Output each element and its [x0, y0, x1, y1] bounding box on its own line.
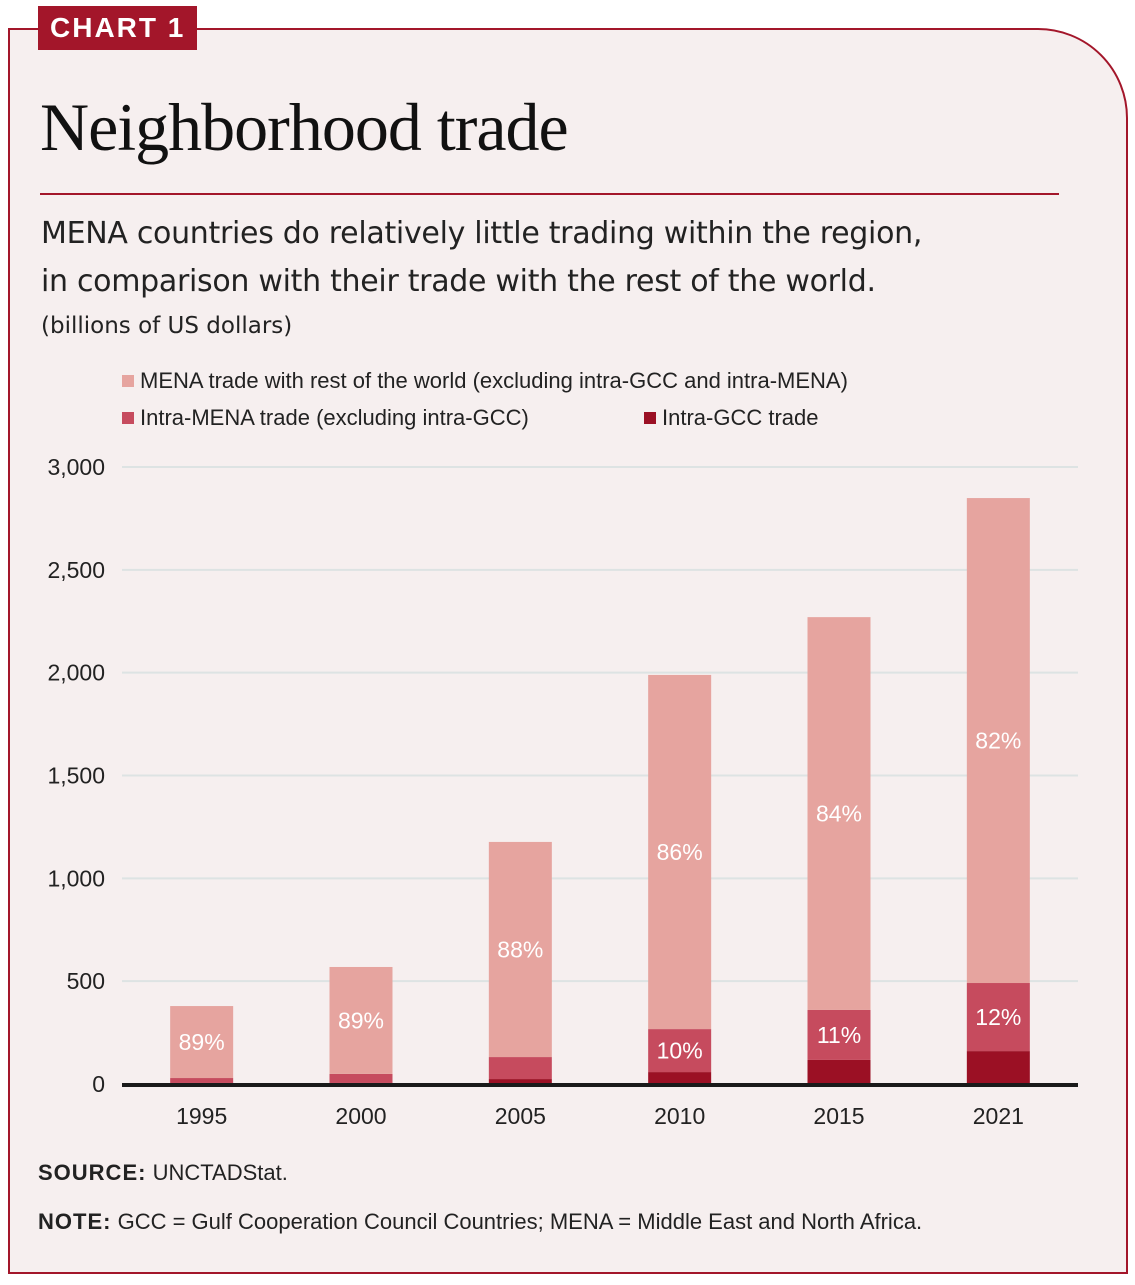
source-line: SOURCE: UNCTADStat.: [38, 1160, 288, 1186]
bar-segment: [648, 674, 712, 1030]
y-tick-label: 0: [92, 1071, 105, 1097]
data-label: 89%: [179, 1029, 225, 1055]
bar-segment: [648, 1029, 712, 1073]
bar-segment: [807, 617, 871, 1010]
bar-segment: [648, 1072, 712, 1084]
subtitle-line-2: in comparison with their trade with the …: [41, 264, 876, 299]
legend-label: Intra-MENA trade (excluding intra-GCC): [140, 405, 529, 430]
data-label: 10%: [657, 1038, 703, 1064]
y-tick-label: 2,000: [47, 660, 105, 686]
unit-label: (billions of US dollars): [41, 313, 293, 339]
bar-segment: [488, 1057, 552, 1080]
bar-segment: [170, 1078, 234, 1083]
bar-segment: [966, 1051, 1030, 1084]
bar-segment: [488, 841, 552, 1058]
legend-item-intra-gcc: Intra-GCC trade: [644, 405, 819, 431]
note-line: NOTE: GCC = Gulf Cooperation Council Cou…: [38, 1209, 922, 1235]
chart-badge: CHART 1: [38, 6, 198, 50]
y-tick-label: 1,000: [47, 865, 105, 891]
bar-segment: [329, 966, 393, 1074]
x-tick-label: 2021: [973, 1103, 1024, 1129]
source-label: SOURCE:: [38, 1160, 147, 1185]
data-label: 88%: [497, 936, 543, 962]
y-tick-label: 3,000: [47, 454, 105, 480]
subtitle-line-1: MENA countries do relatively little trad…: [41, 216, 923, 251]
title-divider: [40, 193, 1059, 195]
bar-segment: [807, 1009, 871, 1060]
bar-segment: [329, 1073, 393, 1083]
y-tick-label: 2,500: [47, 557, 105, 583]
note-label: NOTE:: [38, 1209, 112, 1234]
x-tick-label: 1995: [176, 1103, 227, 1129]
data-label: 82%: [975, 728, 1021, 754]
data-label: 11%: [817, 1022, 861, 1048]
y-tick-label: 1,500: [47, 763, 105, 789]
y-tick-label: 500: [67, 968, 105, 994]
bar-segment: [488, 1079, 552, 1084]
data-label: 86%: [657, 839, 703, 865]
source-text: UNCTADStat.: [152, 1160, 288, 1185]
bar-segment: [966, 498, 1030, 984]
data-label: 89%: [338, 1007, 384, 1033]
chart-subtitle: MENA countries do relatively little trad…: [41, 210, 922, 306]
legend-swatch: [644, 412, 656, 424]
legend-item-rest-of-world: MENA trade with rest of the world (exclu…: [122, 368, 848, 394]
bar-segment: [966, 983, 1030, 1052]
x-tick-label: 2005: [495, 1103, 546, 1129]
x-tick-label: 2000: [335, 1103, 386, 1129]
note-text: GCC = Gulf Cooperation Council Countries…: [117, 1209, 923, 1234]
legend-label: Intra-GCC trade: [662, 405, 819, 430]
data-label: 84%: [816, 801, 862, 827]
legend-item-intra-mena: Intra-MENA trade (excluding intra-GCC): [122, 405, 529, 431]
chart-title: Neighborhood trade: [40, 89, 569, 165]
legend-swatch: [122, 375, 134, 387]
x-tick-label: 2010: [654, 1103, 705, 1129]
x-tick-label: 2015: [813, 1103, 864, 1129]
bar-segment: [170, 1006, 234, 1079]
legend-label: MENA trade with rest of the world (exclu…: [140, 368, 848, 393]
bar-segment: [807, 1059, 871, 1084]
data-label: 12%: [975, 1004, 1021, 1030]
legend-swatch: [122, 412, 134, 424]
